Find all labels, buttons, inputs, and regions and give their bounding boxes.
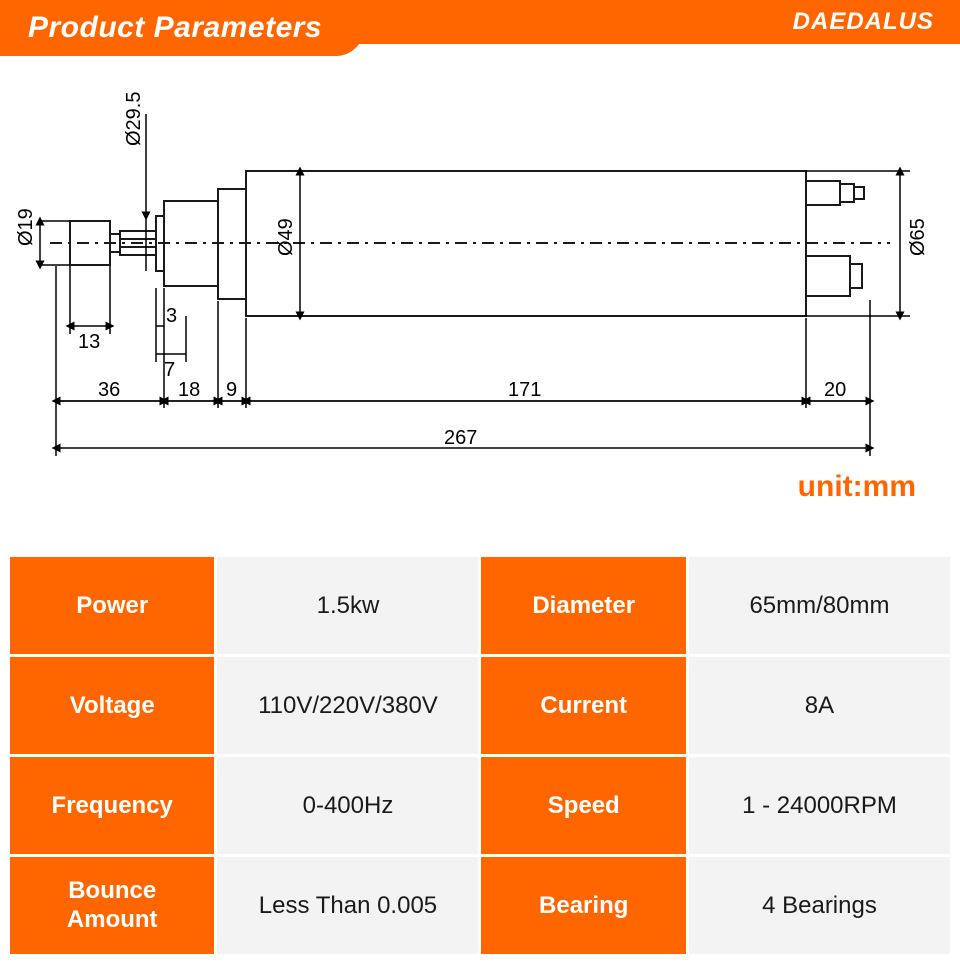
dim-18: 18: [178, 379, 200, 401]
unit-label: unit:mm: [798, 470, 916, 504]
spec-key: Speed: [480, 756, 687, 856]
header-title-pill: Product Parameters: [0, 0, 364, 56]
dim-7: 7: [164, 359, 175, 381]
dim-171: 171: [508, 379, 541, 401]
spec-table: Power 1.5kw Diameter 65mm/80mm Voltage 1…: [7, 554, 953, 957]
table-row: BounceAmount Less Than 0.005 Bearing 4 B…: [9, 856, 952, 956]
header-banner: Product Parameters DAEDALUS: [0, 0, 960, 56]
dim-9: 9: [226, 379, 237, 401]
spec-key: Current: [480, 656, 687, 756]
table-row: Voltage 110V/220V/380V Current 8A: [9, 656, 952, 756]
spec-value: 65mm/80mm: [687, 556, 951, 656]
spec-key: Frequency: [9, 756, 216, 856]
dimension-diagram: Ø19 Ø29.5 Ø49 Ø65 13 3 7 36 18 9 171 20 …: [0, 56, 960, 496]
spec-value: 8A: [687, 656, 951, 756]
spec-key: BounceAmount: [9, 856, 216, 956]
dim-d29-5: Ø29.5: [123, 92, 145, 146]
dim-20: 20: [824, 379, 846, 401]
spec-value: 1 - 24000RPM: [687, 756, 951, 856]
spec-key: Power: [9, 556, 216, 656]
table-row: Power 1.5kw Diameter 65mm/80mm: [9, 556, 952, 656]
spec-key: Voltage: [9, 656, 216, 756]
table-row: Frequency 0-400Hz Speed 1 - 24000RPM: [9, 756, 952, 856]
spec-value: 0-400Hz: [216, 756, 480, 856]
spec-value: 4 Bearings: [687, 856, 951, 956]
spec-value: 1.5kw: [216, 556, 480, 656]
spec-key: Diameter: [480, 556, 687, 656]
spec-key: Bearing: [480, 856, 687, 956]
dim-d49: Ø49: [275, 218, 297, 256]
dim-d65: Ø65: [907, 218, 929, 256]
spec-value: Less Than 0.005: [216, 856, 480, 956]
header-title: Product Parameters: [28, 11, 322, 45]
diagram-svg: Ø19 Ø29.5 Ø49 Ø65 13 3 7 36 18 9 171 20 …: [0, 56, 960, 496]
dim-13: 13: [78, 331, 100, 353]
dim-36: 36: [98, 379, 120, 401]
dim-3: 3: [166, 305, 177, 327]
dim-d19: Ø19: [15, 208, 37, 246]
dim-267: 267: [444, 427, 477, 449]
brand-label: DAEDALUS: [793, 0, 934, 44]
spec-value: 110V/220V/380V: [216, 656, 480, 756]
